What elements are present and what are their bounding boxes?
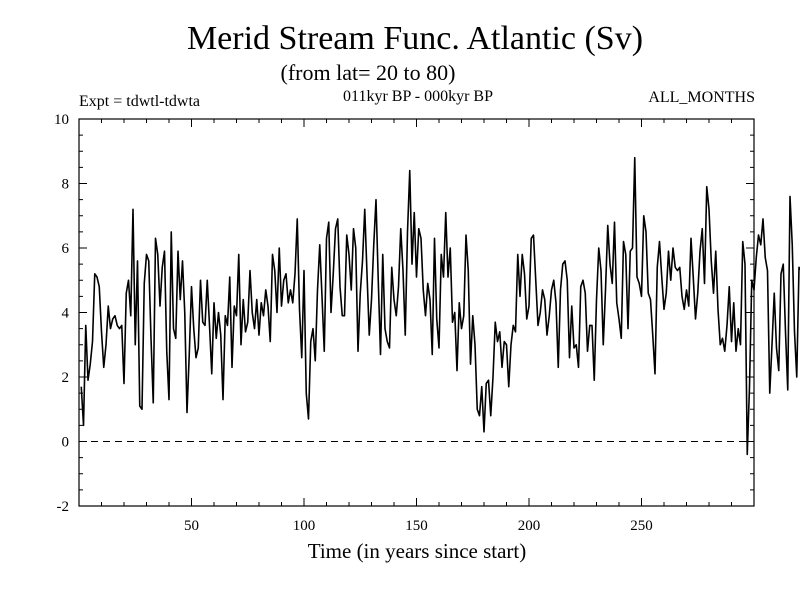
x-tick-label: 250 bbox=[630, 518, 653, 534]
y-tick-label: 0 bbox=[62, 435, 70, 451]
y-tick-label: 10 bbox=[54, 112, 69, 128]
chart-title: Merid Stream Func. Atlantic (Sv) bbox=[187, 20, 643, 57]
series-line bbox=[80, 156, 800, 456]
experiment-label: Expt = tdwtl-tdwta bbox=[79, 93, 200, 110]
x-tick-label: 100 bbox=[293, 518, 316, 534]
y-tick-label: 6 bbox=[62, 241, 70, 257]
period-label: 011kyr BP - 000kyr BP bbox=[343, 88, 493, 105]
x-axis: 50 100 150 200 250 bbox=[101, 119, 732, 534]
x-tick-label: 50 bbox=[184, 518, 199, 534]
y-tick-label: 8 bbox=[62, 177, 70, 193]
chart-subtitle: (from lat= 20 to 80) bbox=[281, 60, 456, 85]
y-axis: -2 0 2 4 6 8 10 bbox=[54, 112, 754, 515]
y-tick-label: 4 bbox=[62, 306, 70, 322]
plot-area-frame bbox=[78, 118, 755, 507]
x-tick-label: 150 bbox=[405, 518, 428, 534]
x-tick-label: 200 bbox=[518, 518, 541, 534]
y-tick-label: -2 bbox=[57, 499, 70, 515]
y-tick-label: 2 bbox=[62, 370, 70, 386]
series-group bbox=[80, 156, 800, 456]
months-label: ALL_MONTHS bbox=[648, 89, 755, 106]
x-axis-label: Time (in years since start) bbox=[308, 539, 527, 563]
